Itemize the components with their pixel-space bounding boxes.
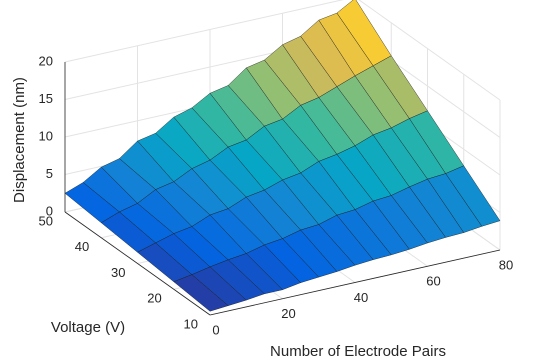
y-tick-label: 20 xyxy=(147,291,161,306)
y-axis-label: Voltage (V) xyxy=(51,319,125,336)
x-tick-label: 20 xyxy=(281,306,295,321)
grid-line xyxy=(358,0,501,101)
z-tick-label: 20 xyxy=(39,53,53,68)
z-axis-label: Displacement (nm) xyxy=(11,77,28,203)
y-tick-label: 50 xyxy=(39,213,53,228)
y-tick-label: 40 xyxy=(75,239,89,254)
y-tick-label: 10 xyxy=(184,316,198,331)
z-tick-label: 15 xyxy=(39,91,53,106)
axis-line xyxy=(209,249,501,316)
x-tick-label: 80 xyxy=(499,257,513,272)
surface-patch xyxy=(173,274,229,312)
x-tick-label: 0 xyxy=(212,322,219,337)
grid-line xyxy=(64,0,344,63)
z-tick-label: 0 xyxy=(46,203,53,218)
z-tick-label: 5 xyxy=(46,166,53,181)
surface xyxy=(64,0,501,312)
x-tick-label: 60 xyxy=(426,274,440,289)
x-tick-label: 40 xyxy=(354,290,368,305)
x-axis-label: Number of Electrode Pairs xyxy=(270,343,446,360)
z-tick-label: 10 xyxy=(39,128,53,143)
axis-line xyxy=(64,211,211,316)
y-tick-label: 30 xyxy=(111,265,125,280)
